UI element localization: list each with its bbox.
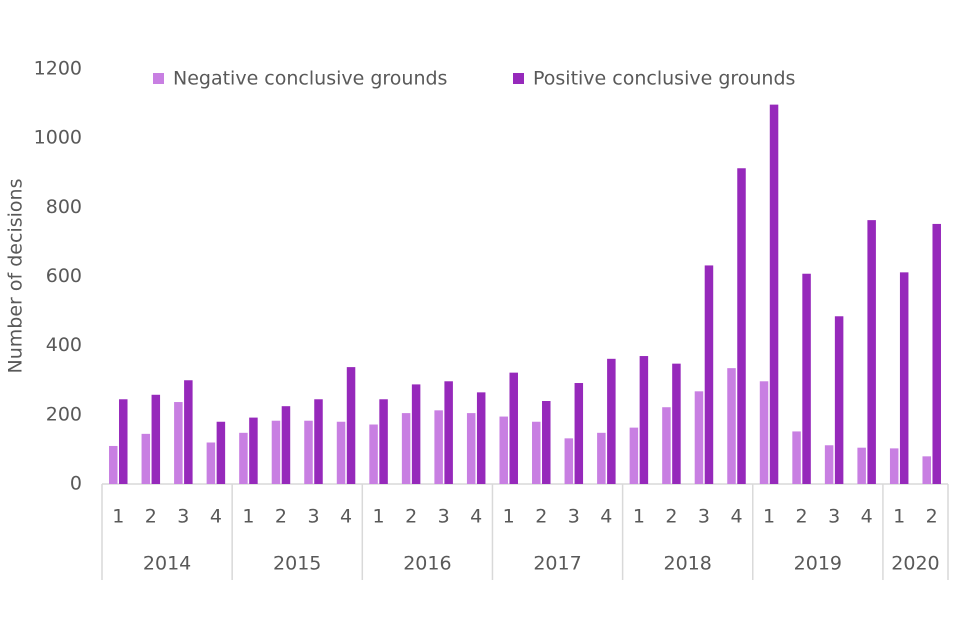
y-tick-label: 1000 xyxy=(34,127,82,149)
bar xyxy=(249,417,258,484)
x-tick-label: 1 xyxy=(763,506,775,528)
x-tick-label: 3 xyxy=(438,506,450,528)
bar xyxy=(542,401,551,484)
bar xyxy=(151,394,161,484)
x-tick-label: 3 xyxy=(177,506,189,528)
bar xyxy=(499,416,508,484)
bar xyxy=(379,399,388,484)
bar xyxy=(271,420,281,484)
bar xyxy=(141,433,151,484)
bar xyxy=(369,424,378,484)
x-tick-label: 2 xyxy=(796,506,808,528)
bar xyxy=(834,316,844,484)
bar xyxy=(867,220,876,485)
bar xyxy=(857,447,866,484)
x-tick-label: 1 xyxy=(893,506,905,528)
legend-swatch xyxy=(513,73,524,84)
x-tick-label: 4 xyxy=(861,506,873,528)
bar xyxy=(336,421,346,484)
x-tick-label: 3 xyxy=(828,506,840,528)
y-tick-label: 400 xyxy=(46,334,82,356)
bar xyxy=(607,358,616,484)
y-tick-label: 0 xyxy=(70,473,82,495)
y-tick-label: 800 xyxy=(46,196,82,218)
bar xyxy=(824,445,834,484)
bar xyxy=(434,410,443,484)
bar xyxy=(239,432,248,484)
x-tick-label: 3 xyxy=(568,506,580,528)
bar xyxy=(109,445,118,484)
x-group-label: 2018 xyxy=(664,553,712,575)
y-tick-label: 1200 xyxy=(34,58,82,80)
y-tick-label: 200 xyxy=(46,403,82,425)
bar xyxy=(564,438,574,484)
bar xyxy=(184,380,193,484)
x-tick-label: 4 xyxy=(470,506,482,528)
bar xyxy=(792,431,801,484)
bar xyxy=(206,442,216,484)
bar xyxy=(346,367,356,484)
bar xyxy=(662,407,671,484)
bar xyxy=(401,413,411,484)
x-tick-label: 2 xyxy=(535,506,547,528)
bar xyxy=(704,265,714,484)
x-group-label: 2019 xyxy=(794,553,842,575)
bar xyxy=(932,223,941,484)
bar xyxy=(281,406,291,484)
x-tick-label: 1 xyxy=(112,506,124,528)
bar xyxy=(411,384,421,484)
bar xyxy=(119,399,128,484)
bar xyxy=(216,421,226,484)
x-tick-label: 2 xyxy=(275,506,287,528)
bar xyxy=(597,432,606,484)
bar xyxy=(476,392,486,484)
y-axis-title: Number of decisions xyxy=(5,179,27,374)
x-tick-label: 1 xyxy=(242,506,254,528)
bar xyxy=(802,273,811,484)
x-group-label: 2014 xyxy=(143,553,191,575)
x-tick-label: 2 xyxy=(145,506,157,528)
x-tick-label: 2 xyxy=(926,506,938,528)
x-group-label: 2020 xyxy=(891,553,939,575)
legend-label: Negative conclusive grounds xyxy=(173,68,447,90)
bar xyxy=(444,381,453,484)
bar xyxy=(466,413,476,484)
bar xyxy=(672,363,681,484)
legend-swatch xyxy=(153,73,164,84)
x-tick-label: 1 xyxy=(633,506,645,528)
bar xyxy=(304,420,313,484)
bar xyxy=(759,381,769,484)
legend-label: Positive conclusive grounds xyxy=(533,68,795,90)
bar xyxy=(727,368,736,484)
bar xyxy=(769,104,779,484)
x-tick-label: 4 xyxy=(340,506,352,528)
y-tick-label: 600 xyxy=(46,265,82,287)
x-group-label: 2015 xyxy=(273,553,321,575)
x-tick-label: 1 xyxy=(503,506,515,528)
x-tick-label: 4 xyxy=(600,506,612,528)
x-group-label: 2017 xyxy=(533,553,581,575)
bar xyxy=(889,448,899,484)
x-tick-label: 2 xyxy=(665,506,677,528)
bar xyxy=(899,272,909,484)
bar xyxy=(737,168,746,485)
x-group-label: 2016 xyxy=(403,553,451,575)
bar xyxy=(694,391,704,484)
bar xyxy=(509,372,518,484)
x-tick-label: 1 xyxy=(373,506,385,528)
x-tick-label: 4 xyxy=(210,506,222,528)
bar xyxy=(314,399,323,484)
bar xyxy=(174,402,183,484)
bar xyxy=(629,427,639,484)
x-tick-label: 3 xyxy=(698,506,710,528)
bar xyxy=(532,421,541,484)
bar xyxy=(574,383,584,484)
x-tick-label: 2 xyxy=(405,506,417,528)
bar xyxy=(639,356,649,484)
bar xyxy=(922,456,931,484)
x-tick-label: 4 xyxy=(730,506,742,528)
x-tick-label: 3 xyxy=(307,506,319,528)
